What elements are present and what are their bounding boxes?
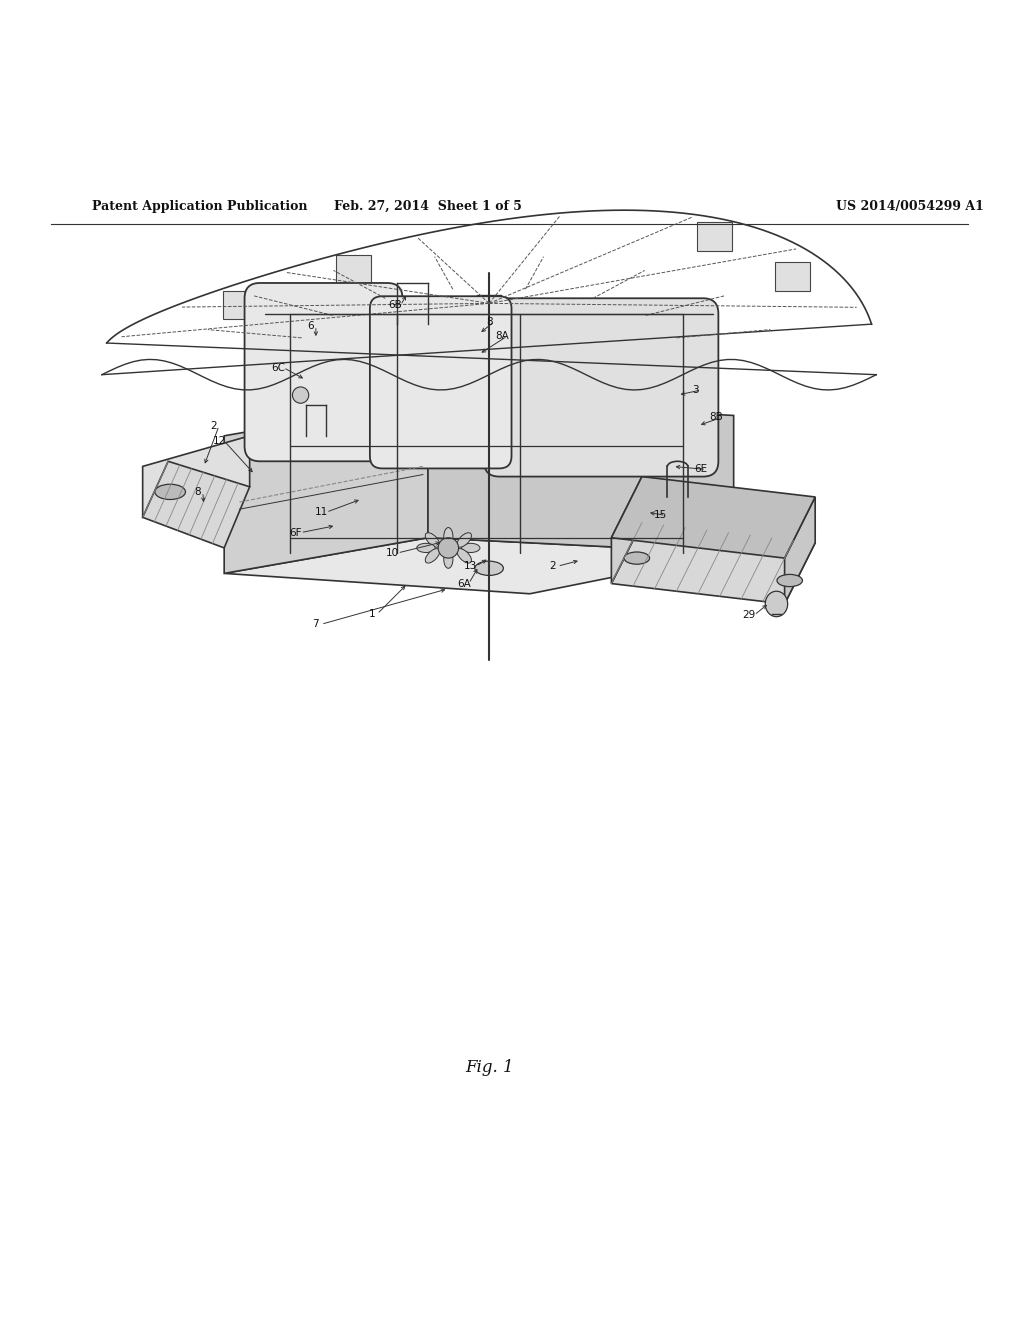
Text: 12: 12: [212, 436, 225, 446]
Text: 7: 7: [312, 619, 319, 630]
Text: 3: 3: [692, 385, 699, 395]
Text: 2: 2: [211, 421, 217, 430]
Circle shape: [293, 387, 309, 403]
Text: Feb. 27, 2014  Sheet 1 of 5: Feb. 27, 2014 Sheet 1 of 5: [334, 201, 522, 213]
Polygon shape: [224, 537, 733, 594]
Polygon shape: [260, 298, 387, 446]
Text: 6A: 6A: [457, 578, 470, 589]
Ellipse shape: [765, 591, 787, 616]
Ellipse shape: [462, 544, 480, 553]
Ellipse shape: [457, 533, 471, 548]
Text: 8: 8: [485, 317, 493, 327]
Text: 6F: 6F: [289, 528, 302, 537]
FancyBboxPatch shape: [337, 255, 371, 284]
Text: 11: 11: [314, 507, 328, 517]
Text: 8B: 8B: [710, 412, 723, 422]
Ellipse shape: [777, 574, 803, 586]
FancyBboxPatch shape: [245, 282, 402, 461]
Ellipse shape: [425, 549, 439, 564]
Text: 6E: 6E: [694, 465, 708, 474]
Polygon shape: [611, 477, 815, 558]
FancyBboxPatch shape: [775, 263, 810, 290]
Ellipse shape: [443, 550, 453, 569]
FancyBboxPatch shape: [370, 296, 512, 469]
FancyBboxPatch shape: [697, 222, 732, 251]
Polygon shape: [142, 461, 250, 548]
Text: Fig. 1: Fig. 1: [465, 1059, 513, 1076]
Ellipse shape: [155, 484, 185, 499]
Circle shape: [438, 537, 459, 558]
Text: 10: 10: [386, 548, 399, 558]
Ellipse shape: [624, 552, 649, 564]
Text: 8A: 8A: [496, 331, 509, 341]
Polygon shape: [611, 477, 642, 583]
Ellipse shape: [443, 528, 453, 546]
Text: 15: 15: [653, 511, 667, 520]
FancyBboxPatch shape: [223, 290, 258, 319]
Polygon shape: [428, 400, 733, 553]
Text: 6B: 6B: [388, 301, 402, 310]
Ellipse shape: [425, 533, 439, 548]
Text: US 2014/0054299 A1: US 2014/0054299 A1: [836, 201, 983, 213]
FancyBboxPatch shape: [477, 296, 502, 312]
Polygon shape: [611, 523, 815, 605]
Text: 13: 13: [464, 561, 477, 572]
Text: 6C: 6C: [271, 363, 285, 372]
Ellipse shape: [457, 549, 471, 564]
Ellipse shape: [475, 561, 504, 576]
Text: 2: 2: [549, 561, 556, 572]
Ellipse shape: [417, 544, 435, 553]
Polygon shape: [224, 400, 428, 573]
FancyBboxPatch shape: [484, 298, 719, 477]
Text: 8: 8: [195, 487, 201, 496]
Text: 29: 29: [742, 610, 756, 620]
Text: 1: 1: [369, 609, 375, 619]
Text: Patent Application Publication: Patent Application Publication: [92, 201, 307, 213]
Polygon shape: [784, 496, 815, 605]
Polygon shape: [142, 436, 250, 517]
Text: 6: 6: [307, 321, 314, 331]
